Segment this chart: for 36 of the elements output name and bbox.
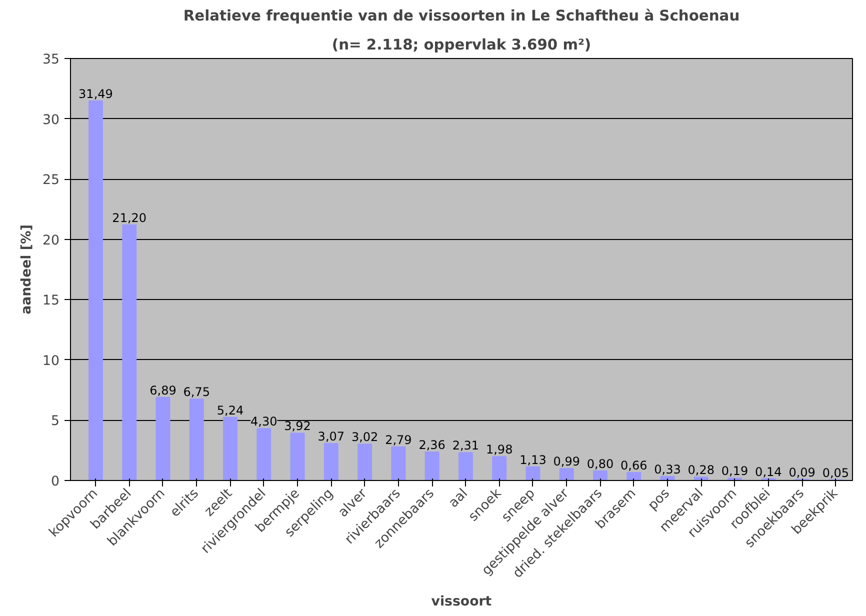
x-tick-label: aal bbox=[446, 486, 472, 511]
data-label: 0,19 bbox=[721, 464, 748, 478]
data-label: 4,30 bbox=[250, 414, 278, 429]
chart-title: Relatieve frequentie van de vissoorten in Le Schaftheu à Schoenau bbox=[183, 8, 740, 24]
data-label: 6,89 bbox=[150, 383, 176, 398]
data-label: 0,28 bbox=[688, 463, 715, 478]
data-label: 0,09 bbox=[788, 465, 816, 480]
data-label: 0,14 bbox=[755, 464, 782, 479]
y-tick-label: 25 bbox=[42, 173, 60, 188]
y-axis-title: aandeel [%] bbox=[20, 224, 35, 314]
data-label: 3,02 bbox=[351, 430, 378, 444]
data-label: 5,24 bbox=[216, 403, 244, 418]
chart-subtitle: (n= 2.118; oppervlak 3.690 m²) bbox=[332, 36, 592, 54]
data-label: 3,92 bbox=[284, 419, 311, 434]
data-label: 21,20 bbox=[112, 210, 147, 225]
y-tick-label: 0 bbox=[51, 474, 60, 490]
data-label: 0,33 bbox=[654, 462, 681, 477]
data-label: 2,79 bbox=[385, 432, 412, 447]
y-tick-label: 10 bbox=[42, 354, 60, 369]
y-tick-label: 5 bbox=[51, 414, 60, 430]
data-label: 1,98 bbox=[486, 442, 513, 457]
data-label: 6,75 bbox=[183, 385, 210, 400]
data-label: 0,80 bbox=[586, 456, 614, 471]
y-tick-label: 20 bbox=[42, 233, 60, 248]
data-label: 0,99 bbox=[553, 454, 580, 469]
data-label: 0,05 bbox=[822, 466, 850, 480]
data-label: 3,07 bbox=[318, 429, 345, 444]
y-tick-label: 35 bbox=[42, 52, 60, 68]
data-label: 31,49 bbox=[78, 86, 113, 101]
data-label: 0,66 bbox=[620, 458, 648, 473]
x-axis-title: vissoort bbox=[431, 594, 492, 610]
data-label: 1,13 bbox=[520, 452, 546, 467]
data-label: 2,36 bbox=[418, 438, 446, 452]
data-label: 2,31 bbox=[452, 438, 480, 453]
y-tick-label: 15 bbox=[42, 294, 60, 309]
y-tick-label: 30 bbox=[42, 112, 60, 128]
